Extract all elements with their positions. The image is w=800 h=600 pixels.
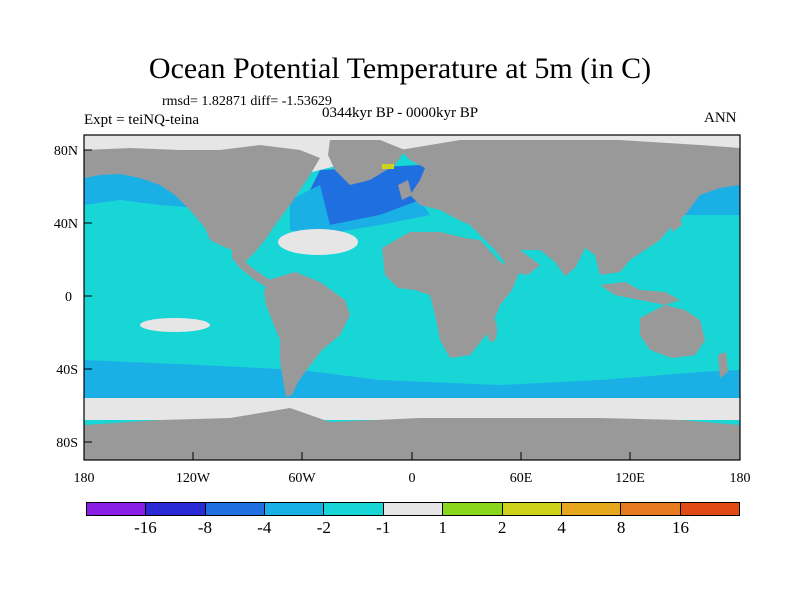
north-america-landmass (84, 145, 320, 262)
colorbar-label: 4 (557, 518, 566, 537)
colorbar-cell-8 (561, 503, 622, 515)
colorbar-label: -1 (376, 518, 391, 537)
colorbar-cell-5 (383, 503, 444, 515)
africa-landmass (382, 232, 520, 358)
antarctica-landmass (84, 408, 740, 460)
central-america-landmass (232, 250, 275, 288)
lon-label-120e: 120E (615, 471, 645, 486)
season-label: ANN (704, 110, 737, 126)
lon-label-120w: 120W (176, 471, 211, 486)
eurasia-landmass (400, 140, 740, 276)
period-label: 0344kyr BP - 0000kyr BP (322, 105, 479, 121)
japan-landmass (668, 205, 682, 232)
lat-ticks (84, 149, 92, 443)
colorbar-label: 1 (438, 518, 447, 537)
lon-label-180e: 180 (730, 471, 751, 486)
chart-title: Ocean Potential Temperature at 5m (in C) (148, 52, 652, 85)
warm-anomaly-patch (382, 164, 394, 169)
lat-label-0: 0 (65, 290, 72, 305)
arabia-landmass (495, 250, 540, 275)
colorbar-label: 2 (497, 518, 507, 537)
colorbar-label: -4 (257, 518, 272, 537)
new-zealand-landmass (718, 352, 728, 378)
lon-label-0: 0 (409, 471, 416, 486)
antarctic-ice-band (84, 398, 740, 420)
colorbar-cell-1 (146, 503, 206, 515)
south-america-landmass (264, 272, 350, 397)
south-pacific-patch (140, 318, 210, 332)
lon-label-60e: 60E (510, 471, 533, 486)
colorbar-label: -16 (134, 518, 157, 537)
colorbar-cell-10 (680, 503, 739, 515)
britain-landmass (398, 180, 412, 200)
colorbar-cell-7 (502, 503, 562, 515)
colorbar-label: 8 (616, 518, 626, 537)
colorbar-label: 16 (672, 518, 690, 537)
lat-label-40s: 40S (56, 363, 78, 378)
colorbar-cell-2 (205, 503, 266, 515)
madagascar-landmass (487, 318, 497, 342)
north-atlantic-cool-zone (290, 185, 430, 235)
colorbar-cell-3 (265, 503, 325, 515)
lon-label-180w: 180 (74, 471, 95, 486)
colorbar-cell-6 (443, 503, 503, 515)
colorbar (86, 502, 740, 516)
colorbar-cell-9 (621, 503, 681, 515)
greenland-landmass (328, 140, 405, 185)
north-atlantic-cold-zone (310, 165, 440, 225)
maritime-continent-landmass (600, 282, 680, 305)
southern-ocean-cool-band (84, 360, 740, 400)
experiment-label: Expt = teiNQ-teina (84, 112, 200, 128)
lon-ticks (83, 452, 741, 460)
australia-landmass (640, 305, 705, 358)
lat-label-80s: 80S (56, 436, 78, 451)
subtropical-atlantic-patch (278, 229, 358, 255)
lat-label-80n: 80N (54, 144, 78, 159)
lat-label-40n: 40N (54, 217, 78, 232)
colorbar-label: -8 (197, 518, 212, 537)
colorbar-cell-0 (87, 503, 147, 515)
stats-text: rmsd= 1.82871 diff= -1.53629 (162, 94, 332, 109)
lon-label-60w: 60W (288, 471, 316, 486)
colorbar-label: -2 (316, 518, 331, 537)
colorbar-cell-4 (324, 503, 384, 515)
